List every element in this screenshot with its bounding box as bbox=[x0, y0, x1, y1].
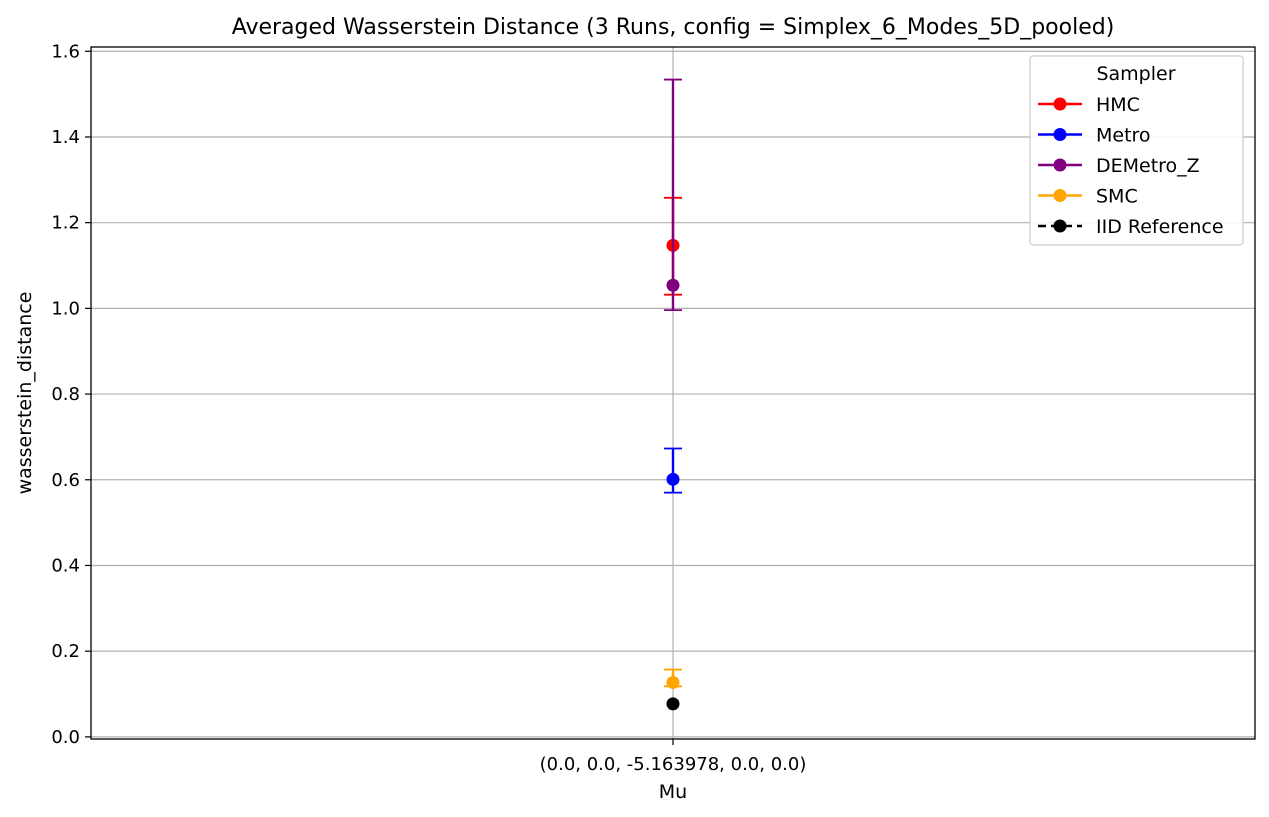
legend-label-hmc: HMC bbox=[1096, 94, 1140, 116]
x-axis-label: Mu bbox=[659, 781, 687, 803]
legend-label-iid-reference: IID Reference bbox=[1096, 216, 1224, 238]
y-tick-label: 1.0 bbox=[51, 298, 80, 319]
legend-marker-hmc bbox=[1053, 97, 1067, 111]
legend-label-demetro-z: DEMetro_Z bbox=[1096, 155, 1200, 177]
series-iid-reference bbox=[666, 697, 680, 711]
x-tick-label: (0.0, 0.0, -5.163978, 0.0, 0.0) bbox=[540, 754, 807, 775]
legend-marker-iid-reference bbox=[1053, 219, 1067, 233]
legend-entry-demetro-z: DEMetro_Z bbox=[1038, 155, 1200, 177]
chart-title: Averaged Wasserstein Distance (3 Runs, c… bbox=[232, 15, 1115, 40]
plot-frame bbox=[90, 46, 1256, 740]
legend-entry-hmc: HMC bbox=[1038, 94, 1140, 116]
y-tick-label: 0.0 bbox=[51, 727, 80, 748]
y-axis-label: wasserstein_distance bbox=[14, 292, 36, 495]
axis-ticks: 0.0 0.2 0.4 0.6 0.8 1.0 1.2 1.4 1.6 (0.0, 0.0, -5… bbox=[51, 41, 806, 775]
legend-title: Sampler bbox=[1096, 63, 1175, 85]
legend-label-smc: SMC bbox=[1096, 186, 1138, 208]
data-point-metro bbox=[666, 472, 680, 486]
series-demetro-z bbox=[664, 78, 682, 311]
y-tick-label: 1.2 bbox=[51, 213, 80, 234]
legend-marker-smc bbox=[1053, 189, 1067, 202]
legend-box bbox=[1029, 55, 1244, 246]
series-smc bbox=[664, 668, 682, 689]
data-point-demetro-z bbox=[666, 278, 680, 292]
y-tick-label: 0.6 bbox=[51, 470, 80, 491]
data-point-iid-reference bbox=[666, 697, 680, 711]
y-tick-label: 1.4 bbox=[51, 127, 80, 148]
y-tick-label: 1.6 bbox=[51, 41, 80, 62]
legend-marker-demetro-z bbox=[1053, 158, 1067, 172]
y-tick-label: 0.8 bbox=[51, 384, 80, 405]
data-series bbox=[664, 78, 682, 711]
legend-entry-iid-reference: IID Reference bbox=[1038, 216, 1224, 238]
y-tick-label: 0.4 bbox=[51, 555, 80, 576]
legend-entry-metro: Metro bbox=[1038, 125, 1151, 147]
legend-entry-smc: SMC bbox=[1038, 186, 1138, 208]
legend-label-metro: Metro bbox=[1096, 125, 1151, 147]
legend: Sampler HMC Metro DEMetro_Z SMC IID Referenc… bbox=[1029, 55, 1244, 246]
y-tick-label: 0.2 bbox=[51, 641, 80, 662]
legend-entries: HMC Metro DEMetro_Z SMC IID Reference bbox=[1038, 94, 1224, 238]
data-point-smc bbox=[666, 675, 680, 689]
legend-marker-metro bbox=[1053, 128, 1067, 141]
series-metro bbox=[664, 447, 682, 494]
